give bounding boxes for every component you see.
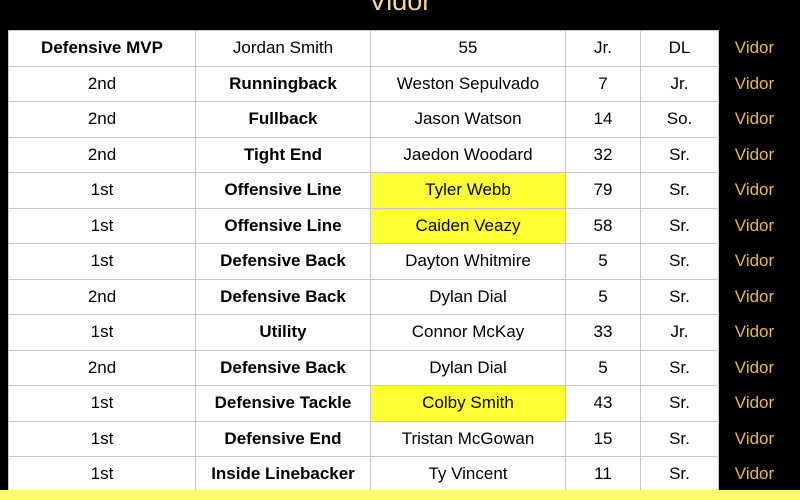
table-cell: Vidor bbox=[718, 385, 791, 422]
table-row: 1st Defensive Tackle Colby Smith 43 Sr. Vidor bbox=[8, 385, 791, 422]
table-cell: Vidor bbox=[718, 314, 791, 351]
table-cell: Runningback bbox=[195, 65, 371, 102]
table-cell: Defensive MVP bbox=[8, 30, 196, 67]
table-cell: 2nd bbox=[8, 349, 196, 386]
table-cell: Defensive End bbox=[195, 420, 371, 457]
table-cell: 11 bbox=[565, 456, 641, 493]
table-body: Defensive MVP Jordan Smith 55 Jr. DL Vidor 2nd… bbox=[8, 30, 791, 493]
table-cell: 2nd bbox=[8, 278, 196, 315]
table-cell: Jordan Smith bbox=[195, 30, 371, 67]
table-row: 2nd Runningback Weston Sepulvado 7 Jr. Vidor bbox=[8, 65, 791, 102]
table-cell: Vidor bbox=[718, 65, 791, 102]
table-cell: Vidor bbox=[718, 207, 791, 244]
table-cell: 32 bbox=[565, 136, 641, 173]
table-cell: Inside Linebacker bbox=[195, 456, 371, 493]
table-cell: Sr. bbox=[640, 278, 719, 315]
table-cell: 15 bbox=[565, 420, 641, 457]
table-row: 1st Defensive End Tristan McGowan 15 Sr. Vido… bbox=[8, 420, 791, 457]
table-cell: 14 bbox=[565, 101, 641, 138]
table-cell: 2nd bbox=[8, 101, 196, 138]
table-cell: Vidor bbox=[718, 172, 791, 209]
table-cell: Defensive Back bbox=[195, 349, 371, 386]
table-row: 2nd Fullback Jason Watson 14 So. Vidor bbox=[8, 101, 791, 138]
table-cell: So. bbox=[640, 101, 719, 138]
table-cell: 5 bbox=[565, 243, 641, 280]
table-cell: Tight End bbox=[195, 136, 371, 173]
table-row: 1st Utility Connor McKay 33 Jr. Vidor bbox=[8, 314, 791, 351]
table-cell: 55 bbox=[370, 30, 566, 67]
table-cell: Offensive Line bbox=[195, 207, 371, 244]
table-cell: 1st bbox=[8, 385, 196, 422]
table-cell: 79 bbox=[565, 172, 641, 209]
table-cell: Sr. bbox=[640, 207, 719, 244]
table-row: 2nd Defensive Back Dylan Dial 5 Sr. Vidor bbox=[8, 349, 791, 386]
table-cell: Vidor bbox=[718, 349, 791, 386]
table-cell: Tristan McGowan bbox=[370, 420, 566, 457]
table-row: 1st Defensive Back Dayton Whitmire 5 Sr. Vido… bbox=[8, 243, 791, 280]
table-row: 1st Offensive Line Caiden Veazy 58 Sr. Vidor bbox=[8, 207, 791, 244]
roster-table: Defensive MVP Jordan Smith 55 Jr. DL Vidor 2nd… bbox=[8, 30, 791, 493]
table-cell: Colby Smith bbox=[370, 385, 566, 422]
table-cell: Sr. bbox=[640, 172, 719, 209]
table-cell: Vidor bbox=[718, 136, 791, 173]
table-cell: 2nd bbox=[8, 136, 196, 173]
table-cell: DL bbox=[640, 30, 719, 67]
table-cell: 58 bbox=[565, 207, 641, 244]
table-cell: 1st bbox=[8, 456, 196, 493]
table-cell: 5 bbox=[565, 278, 641, 315]
header-title: Vidor bbox=[368, 0, 432, 16]
header: Vidor bbox=[0, 0, 800, 30]
table-cell: 1st bbox=[8, 420, 196, 457]
table-cell: Weston Sepulvado bbox=[370, 65, 566, 102]
table-cell: Sr. bbox=[640, 456, 719, 493]
table-cell: Vidor bbox=[718, 243, 791, 280]
table-row: 1st Offensive Line Tyler Webb 79 Sr. Vidor bbox=[8, 172, 791, 209]
table-cell: Jaedon Woodard bbox=[370, 136, 566, 173]
footer-strip bbox=[0, 490, 800, 500]
table-cell: Sr. bbox=[640, 136, 719, 173]
table-row: Defensive MVP Jordan Smith 55 Jr. DL Vidor bbox=[8, 30, 791, 67]
table-cell: 1st bbox=[8, 314, 196, 351]
table-cell: Sr. bbox=[640, 349, 719, 386]
table-cell: Defensive Tackle bbox=[195, 385, 371, 422]
table-cell: Vidor bbox=[718, 420, 791, 457]
table-cell: Vidor bbox=[718, 456, 791, 493]
table-cell: 33 bbox=[565, 314, 641, 351]
table-cell: Vidor bbox=[718, 101, 791, 138]
table-cell: Jr. bbox=[565, 30, 641, 67]
table-cell: Jr. bbox=[640, 314, 719, 351]
table-cell: Defensive Back bbox=[195, 243, 371, 280]
table-cell: Dylan Dial bbox=[370, 349, 566, 386]
table-row: 1st Inside Linebacker Ty Vincent 11 Sr. Vidor bbox=[8, 456, 791, 493]
table-cell: Ty Vincent bbox=[370, 456, 566, 493]
table-cell: Defensive Back bbox=[195, 278, 371, 315]
table-cell: Connor McKay bbox=[370, 314, 566, 351]
table-cell: 7 bbox=[565, 65, 641, 102]
table-cell: Sr. bbox=[640, 385, 719, 422]
table-row: 2nd Tight End Jaedon Woodard 32 Sr. Vidor bbox=[8, 136, 791, 173]
table-cell: 1st bbox=[8, 243, 196, 280]
table-cell: Sr. bbox=[640, 243, 719, 280]
table-cell: Dylan Dial bbox=[370, 278, 566, 315]
table-cell: Sr. bbox=[640, 420, 719, 457]
table-cell: 5 bbox=[565, 349, 641, 386]
table-cell: Offensive Line bbox=[195, 172, 371, 209]
table-cell: Vidor bbox=[718, 30, 791, 67]
table-cell: 1st bbox=[8, 172, 196, 209]
table-cell: 43 bbox=[565, 385, 641, 422]
table-cell: Vidor bbox=[718, 278, 791, 315]
table-cell: Dayton Whitmire bbox=[370, 243, 566, 280]
table-cell: 2nd bbox=[8, 65, 196, 102]
table-cell: Utility bbox=[195, 314, 371, 351]
table-cell: Fullback bbox=[195, 101, 371, 138]
table-cell: Caiden Veazy bbox=[370, 207, 566, 244]
table-cell: 1st bbox=[8, 207, 196, 244]
table-cell: Jason Watson bbox=[370, 101, 566, 138]
table-cell: Tyler Webb bbox=[370, 172, 566, 209]
table-row: 2nd Defensive Back Dylan Dial 5 Sr. Vidor bbox=[8, 278, 791, 315]
table-cell: Jr. bbox=[640, 65, 719, 102]
